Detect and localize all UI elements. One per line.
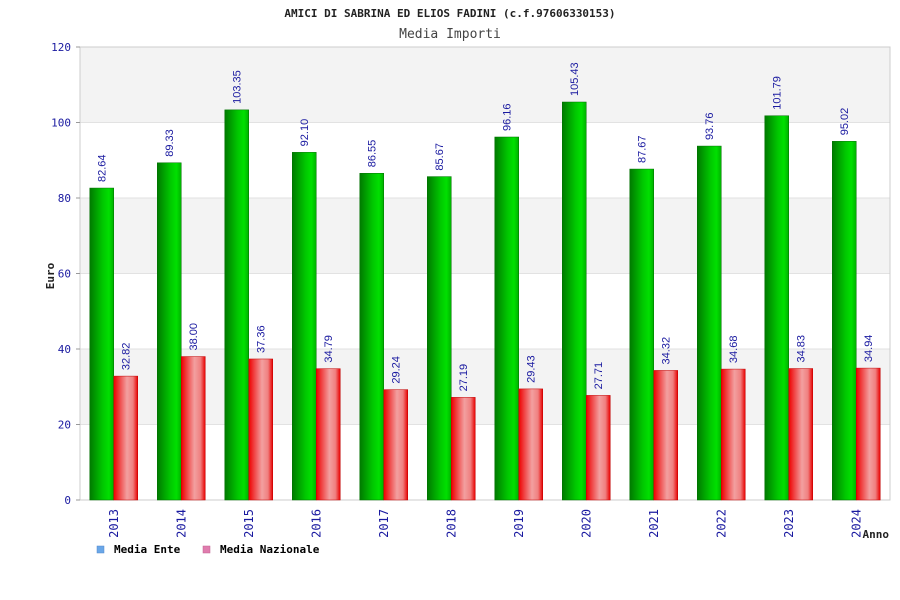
legend-swatch-media-nazionale [202,545,211,554]
y-axis-label: Euro [44,262,57,289]
x-tick-label: 2024 [849,509,863,538]
bar-media-nazionale [383,389,408,501]
bar-media-ente [292,152,317,501]
x-tick-label: 2023 [782,509,796,538]
y-tick-label: 120 [51,41,71,54]
bar-media-nazionale [856,367,881,501]
bar-media-nazionale [451,397,476,501]
value-label-media-nazionale: 34.79 [323,335,335,363]
plot-area: 0 20 40 60 80 100 120 82.64 32.82 89.33 38.00 103.… [51,41,891,538]
bar-media-nazionale [586,395,611,501]
x-tick-label: 2020 [579,509,593,538]
value-label-media-ente: 86.55 [367,140,379,168]
bar-media-ente [764,115,789,501]
bar-media-nazionale [113,375,138,501]
value-label-media-nazionale: 27.71 [593,362,605,390]
bar-media-nazionale [518,388,543,501]
bar-media-ente [89,187,114,501]
grid-band [80,424,890,500]
value-label-media-nazionale: 32.82 [121,343,133,371]
bar-media-ente [494,136,519,501]
value-label-media-nazionale: 27.19 [458,364,470,392]
value-label-media-ente: 85.67 [434,143,446,171]
bar-media-nazionale [316,368,341,501]
value-label-media-nazionale: 34.68 [728,336,740,364]
legend-item-media-ente: Media Ente [96,543,181,556]
y-tick-label: 80 [58,192,71,205]
value-label-media-nazionale: 37.36 [256,325,268,353]
y-tick-label: 60 [58,268,71,281]
bar-media-ente [629,168,654,501]
grid-band [80,47,890,123]
grid-band [80,273,890,349]
x-tick-label: 2016 [309,509,323,538]
bar-media-nazionale [788,368,813,501]
value-label-media-nazionale: 29.24 [391,356,403,384]
value-label-media-ente: 103.35 [232,70,244,104]
value-label-media-nazionale: 34.94 [863,335,875,363]
bar-media-ente [224,109,249,501]
bar-media-ente [832,141,857,501]
y-tick-label: 20 [58,419,71,432]
grid-band [80,349,890,425]
legend-label-media-nazionale: Media Nazionale [220,543,320,556]
y-tick-label: 0 [64,494,71,507]
bar-media-nazionale [653,370,678,501]
value-label-media-ente: 82.64 [97,155,109,183]
x-tick-label: 2018 [444,509,458,538]
bar-media-ente [157,162,182,501]
value-label-media-ente: 89.33 [164,129,176,157]
value-label-media-ente: 101.79 [772,76,784,110]
x-tick-label: 2013 [107,509,121,538]
x-tick-label: 2015 [242,509,256,538]
chart-subtitle: Media Importi [399,27,501,42]
bar-media-nazionale [248,358,273,501]
legend: Media Ente Media Nazionale [96,543,320,556]
bar-media-ente [562,101,587,501]
x-tick-label: 2022 [714,509,728,538]
y-tick-label: 40 [58,343,71,356]
x-tick-label: 2021 [647,509,661,538]
bar-media-nazionale [721,368,746,501]
value-label-media-nazionale: 34.83 [796,335,808,363]
bar-media-ente [359,173,384,501]
x-tick-label: 2014 [174,509,188,538]
grid-band [80,198,890,274]
x-axis-label: Anno [863,528,890,541]
x-tick-label: 2017 [377,509,391,538]
value-label-media-nazionale: 34.32 [661,337,673,365]
bar-media-ente [427,176,452,501]
x-axis-ticks: 2013 2014 2015 2016 2017 2018 2019 2020 2021 2022… [107,509,864,538]
value-label-media-nazionale: 29.43 [526,355,538,383]
legend-item-media-nazionale: Media Nazionale [202,543,320,556]
value-label-media-ente: 87.67 [637,136,649,164]
bars: 82.64 32.82 89.33 38.00 103.35 37.36 92.10 34.7… [89,62,881,501]
value-label-media-nazionale: 38.00 [188,323,200,351]
value-label-media-ente: 105.43 [569,62,581,96]
legend-label-media-ente: Media Ente [114,543,181,556]
y-tick-label: 100 [51,117,71,130]
value-label-media-ente: 92.10 [299,119,311,147]
legend-swatch-media-ente [96,545,105,554]
chart-title: AMICI DI SABRINA ED ELIOS FADINI (c.f.97… [284,7,615,20]
x-tick-label: 2019 [512,509,526,538]
bar-media-nazionale [181,356,206,501]
grid-bands [80,47,890,500]
bar-media-ente [697,145,722,501]
value-label-media-ente: 95.02 [839,108,851,136]
value-label-media-ente: 96.16 [502,103,514,131]
grid-band [80,122,890,198]
value-label-media-ente: 93.76 [704,113,716,141]
y-axis-ticks: 0 20 40 60 80 100 120 [51,41,80,507]
